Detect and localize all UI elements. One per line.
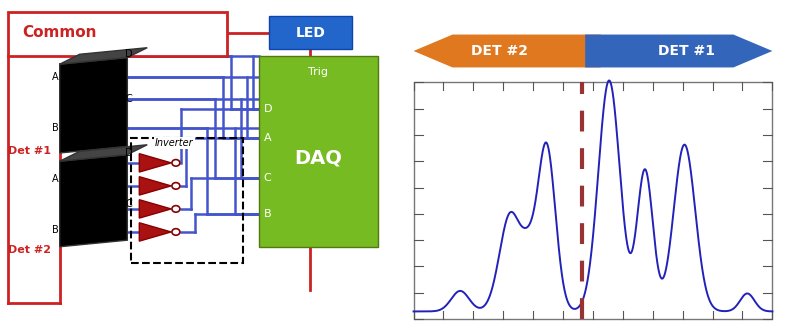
Polygon shape <box>60 155 128 247</box>
Text: DAQ: DAQ <box>295 148 342 167</box>
Text: D: D <box>263 104 272 114</box>
Text: B: B <box>52 225 58 235</box>
Polygon shape <box>60 58 128 153</box>
Circle shape <box>172 183 180 189</box>
Polygon shape <box>139 177 171 195</box>
Text: Det #1: Det #1 <box>8 146 51 156</box>
Text: DET #1: DET #1 <box>658 44 715 58</box>
Polygon shape <box>139 223 171 241</box>
Text: DET #2: DET #2 <box>471 44 528 58</box>
Bar <box>414 82 772 319</box>
Text: A: A <box>52 174 58 184</box>
Text: B: B <box>52 123 58 133</box>
Text: A: A <box>52 72 58 82</box>
Text: D: D <box>125 148 133 158</box>
Bar <box>258 56 378 247</box>
Text: C: C <box>263 173 271 183</box>
Text: Trig: Trig <box>308 67 329 77</box>
Text: Det #2: Det #2 <box>8 245 51 255</box>
Text: C: C <box>125 94 132 104</box>
Circle shape <box>172 160 180 166</box>
Text: Inverter: Inverter <box>155 138 194 148</box>
Bar <box>8 12 227 56</box>
Polygon shape <box>139 154 171 172</box>
Text: LED: LED <box>296 26 325 40</box>
Text: B: B <box>263 209 271 219</box>
Text: D: D <box>125 49 133 59</box>
Text: Common: Common <box>22 25 96 40</box>
Circle shape <box>172 206 180 212</box>
Polygon shape <box>139 200 171 218</box>
FancyArrow shape <box>585 35 772 67</box>
Circle shape <box>172 229 180 235</box>
Bar <box>132 138 243 263</box>
FancyArrow shape <box>414 35 600 67</box>
Polygon shape <box>60 48 147 64</box>
FancyBboxPatch shape <box>269 16 352 49</box>
Text: A: A <box>263 133 271 143</box>
Text: C: C <box>125 199 132 209</box>
Polygon shape <box>60 145 147 161</box>
